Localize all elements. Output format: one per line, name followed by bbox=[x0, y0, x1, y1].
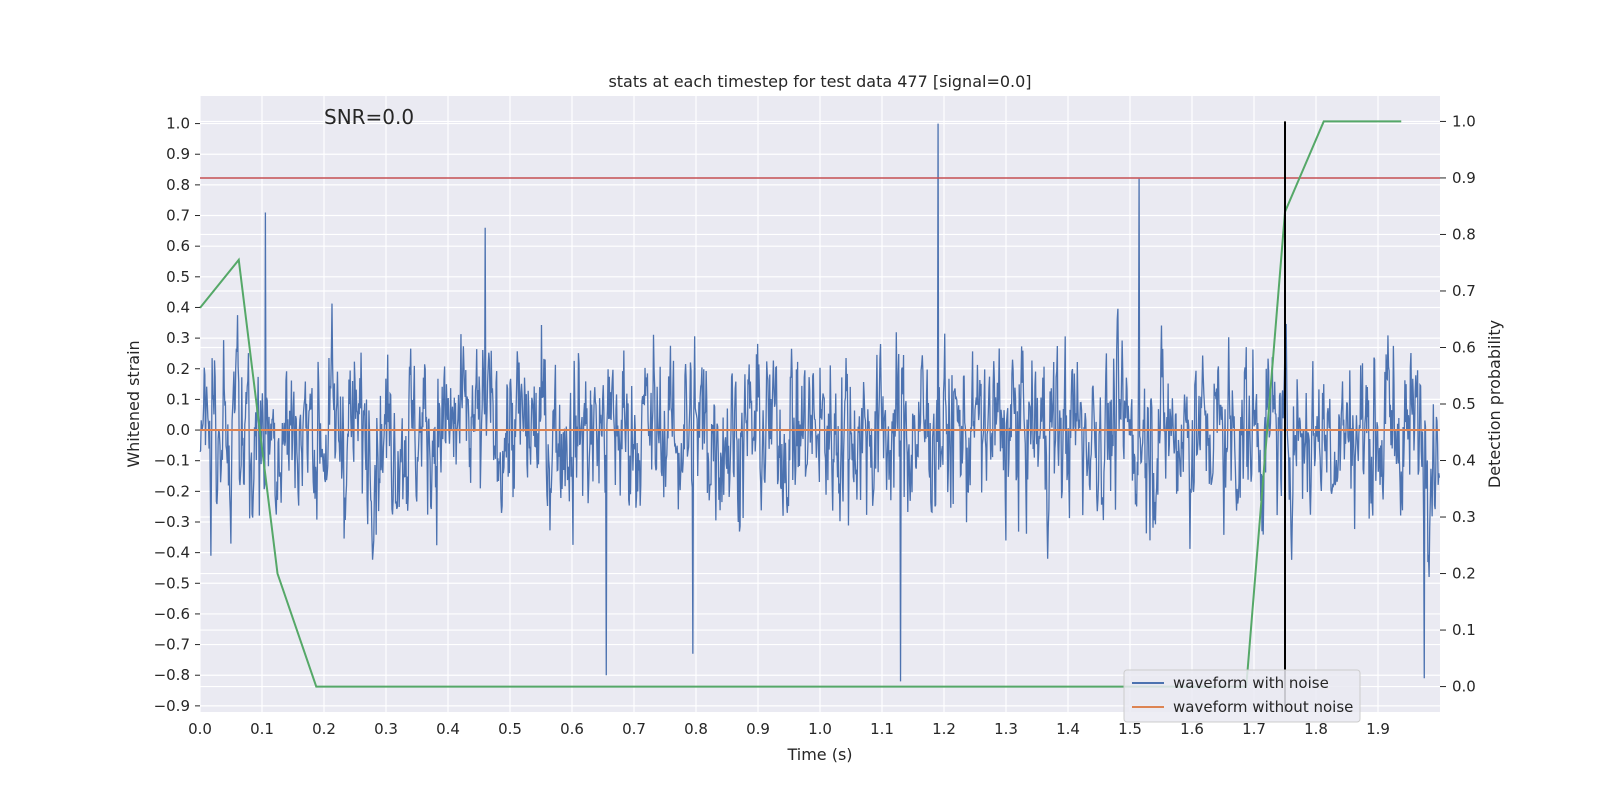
chart-title: stats at each timestep for test data 477… bbox=[608, 72, 1031, 91]
ticks: 0.0 0.1 0.2 0.3 0.4 0.5 0.6 0.7 0.8 0.9 1.0 1.1 1.2 1… bbox=[154, 112, 1476, 738]
x-tick-label: 0.4 bbox=[436, 720, 460, 738]
x-tick-label: 0.8 bbox=[684, 720, 708, 738]
x-tick-label: 1.8 bbox=[1304, 720, 1328, 738]
x-tick-label: 0.3 bbox=[374, 720, 398, 738]
y-tick-label: 0.3 bbox=[166, 329, 190, 347]
y-tick-label: 0.1 bbox=[166, 390, 190, 408]
x-tick-label: 0.2 bbox=[312, 720, 336, 738]
y-tick-label: −0.6 bbox=[154, 605, 190, 623]
y-tick-label: −0.3 bbox=[154, 513, 190, 531]
y2-tick-label: 0.7 bbox=[1452, 282, 1476, 300]
y-tick-label: 0.4 bbox=[166, 298, 190, 316]
y-tick-label: −0.5 bbox=[154, 574, 190, 592]
y2-tick-label: 0.0 bbox=[1452, 678, 1476, 696]
y-tick-label: 0.0 bbox=[166, 421, 190, 439]
x-tick-label: 0.7 bbox=[622, 720, 646, 738]
legend-label-clean: waveform without noise bbox=[1173, 698, 1353, 716]
y-tick-label: 0.5 bbox=[166, 268, 190, 286]
legend-label-noise: waveform with noise bbox=[1173, 674, 1329, 692]
x-tick-label: 1.1 bbox=[870, 720, 894, 738]
x-tick-label: 1.7 bbox=[1242, 720, 1266, 738]
x-tick-label: 1.9 bbox=[1366, 720, 1390, 738]
y-tick-label: 0.8 bbox=[166, 176, 190, 194]
x-tick-label: 1.3 bbox=[994, 720, 1018, 738]
x-tick-label: 0.1 bbox=[250, 720, 274, 738]
y-tick-label: −0.9 bbox=[154, 697, 190, 715]
y2-tick-label: 0.4 bbox=[1452, 452, 1476, 470]
y2-tick-label: 0.1 bbox=[1452, 621, 1476, 639]
y2-tick-label: 0.5 bbox=[1452, 395, 1476, 413]
x-tick-label: 1.2 bbox=[932, 720, 956, 738]
y2-tick-label: 0.8 bbox=[1452, 225, 1476, 243]
y-tick-label: 0.9 bbox=[166, 145, 190, 163]
x-tick-label: 1.6 bbox=[1180, 720, 1204, 738]
x-tick-label: 1.5 bbox=[1118, 720, 1142, 738]
y2-tick-label: 0.9 bbox=[1452, 169, 1476, 187]
y-tick-label: 0.6 bbox=[166, 237, 190, 255]
y2-tick-label: 0.2 bbox=[1452, 565, 1476, 583]
y-tick-label: −0.8 bbox=[154, 666, 190, 684]
y2-tick-label: 0.6 bbox=[1452, 338, 1476, 356]
series-waveform-with-noise bbox=[199, 123, 1441, 682]
y2-axis-label: Detection probability bbox=[1485, 320, 1504, 488]
x-tick-label: 0.0 bbox=[188, 720, 212, 738]
snr-annotation: SNR=0.0 bbox=[324, 105, 414, 129]
legend: waveform with noise waveform without noi… bbox=[1123, 669, 1361, 723]
x-tick-label: 1.4 bbox=[1056, 720, 1080, 738]
x-tick-label: 1.0 bbox=[808, 720, 832, 738]
y-tick-label: −0.1 bbox=[154, 452, 190, 470]
y-tick-label: 0.7 bbox=[166, 207, 190, 225]
y-axis-label: Whitened strain bbox=[124, 340, 143, 467]
x-tick-label: 0.6 bbox=[560, 720, 584, 738]
legend-box bbox=[1123, 669, 1361, 723]
y-tick-label: −0.4 bbox=[154, 544, 190, 562]
x-tick-label: 0.5 bbox=[498, 720, 522, 738]
y-tick-label: −0.7 bbox=[154, 636, 190, 654]
y-tick-label: −0.2 bbox=[154, 482, 190, 500]
grid bbox=[199, 96, 1440, 712]
x-tick-label: 0.9 bbox=[746, 720, 770, 738]
y-tick-label: 0.2 bbox=[166, 360, 190, 378]
x-axis-label: Time (s) bbox=[786, 745, 852, 764]
y-tick-label: 1.0 bbox=[166, 115, 190, 133]
y2-tick-label: 1.0 bbox=[1452, 112, 1476, 130]
y2-tick-label: 0.3 bbox=[1452, 508, 1476, 526]
